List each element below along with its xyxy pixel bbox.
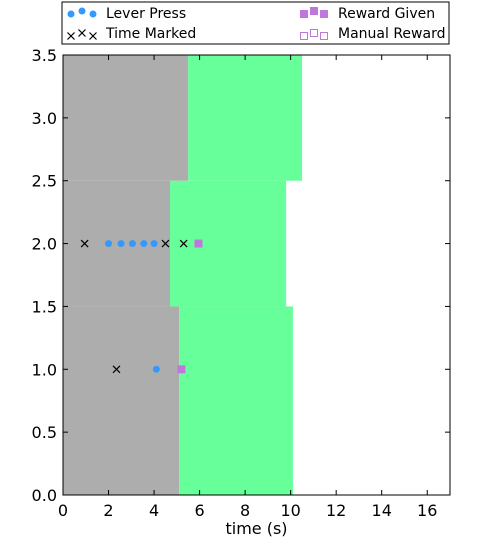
legend-reward-given-marker-1: [310, 7, 318, 15]
legend-time-marked-marker-1: [78, 29, 86, 37]
legend-manual-reward-marker-0: [300, 32, 308, 40]
legend-time-marked-label: Time Marked: [105, 26, 196, 42]
reward-given-point-1: [194, 239, 203, 248]
time-marked-point-2: [161, 239, 170, 248]
legend-manual-reward-marker-2: [320, 32, 328, 40]
y-tick-label-5: 2.5: [32, 172, 57, 191]
lever-press-point-5: [150, 240, 158, 248]
lever-press-point-1: [105, 240, 113, 248]
plot-frame: [62, 54, 451, 496]
legend-time-marked-marker-0-stroke-b: [67, 32, 75, 40]
time-marked-point-1-stroke-b: [80, 239, 89, 248]
time-marked-point-3: [179, 239, 188, 248]
x-tick-label-4: 8: [240, 501, 250, 520]
x-tick-label-0: 0: [58, 501, 68, 520]
legend-lever-press-marker-0: [67, 10, 75, 18]
y-tick-label-0: 0.0: [32, 486, 57, 505]
trial-3-gray-period: [63, 55, 189, 181]
x-axis-label: time (s): [225, 519, 287, 538]
legend-reward-given-marker-0: [300, 10, 308, 18]
lever-press-point-4: [140, 240, 148, 248]
trial-3-green-period: [188, 55, 303, 181]
x-tick-label-5: 10: [280, 501, 300, 520]
legend-time-marked-marker-1-stroke-b: [78, 29, 86, 37]
y-tick-label-6: 3.0: [32, 109, 57, 128]
lever-press-point-0: [152, 365, 160, 373]
time-marked-point-1: [80, 239, 89, 248]
time-marked-point-2-stroke-b: [161, 239, 170, 248]
reward-given-point-0: [177, 365, 186, 374]
x-tick-label-8: 16: [417, 501, 437, 520]
plot-area: [63, 55, 303, 495]
legend-lever-press-marker-1: [78, 7, 86, 15]
legend-time-marked-marker-2: [89, 32, 97, 40]
y-tick-label-1: 0.5: [32, 423, 57, 442]
legend-reward-given-marker-2: [320, 10, 328, 18]
lever-press-point-3: [128, 240, 136, 248]
legend-manual-reward-label: Manual Reward: [338, 26, 445, 42]
time-marked-point-0-stroke-b: [112, 365, 121, 374]
y-tick-label-2: 1.0: [32, 360, 57, 379]
legend-lever-press-marker-2: [89, 10, 97, 18]
legend-time-marked-marker-2-stroke-b: [89, 32, 97, 40]
trial-1-gray-period: [63, 306, 180, 495]
legend-time-marked-marker-0: [67, 32, 75, 40]
x-tick-label-6: 12: [326, 501, 346, 520]
time-marked-point-3-stroke-b: [179, 239, 188, 248]
trial-2-green-period: [169, 180, 287, 307]
legend-lever-press-label: Lever Press: [106, 6, 186, 22]
x-tick-label-7: 14: [372, 501, 392, 520]
legend-reward-given-label: Reward Given: [338, 6, 435, 22]
y-tick-label-3: 1.5: [32, 297, 57, 316]
legend: Lever Press Time Marked Reward Given Manual…: [61, 1, 450, 45]
trial-1-green-period: [179, 306, 293, 495]
time-marked-point-0: [112, 365, 121, 374]
axes: 0 2 4 6 8 10 12 14 16 0.0 0.5 1.0 1.5 2.0 2.5 3.0 3.5 tim…: [32, 46, 451, 538]
y-tick-label-7: 3.5: [32, 46, 57, 65]
x-tick-label-1: 2: [103, 501, 113, 520]
lever-press-point-2: [117, 240, 125, 248]
legend-manual-reward-marker-1: [310, 29, 318, 37]
x-tick-label-3: 6: [194, 501, 204, 520]
y-tick-label-4: 2.0: [32, 235, 57, 254]
x-tick-label-2: 4: [149, 501, 159, 520]
legend-box: [61, 1, 450, 45]
